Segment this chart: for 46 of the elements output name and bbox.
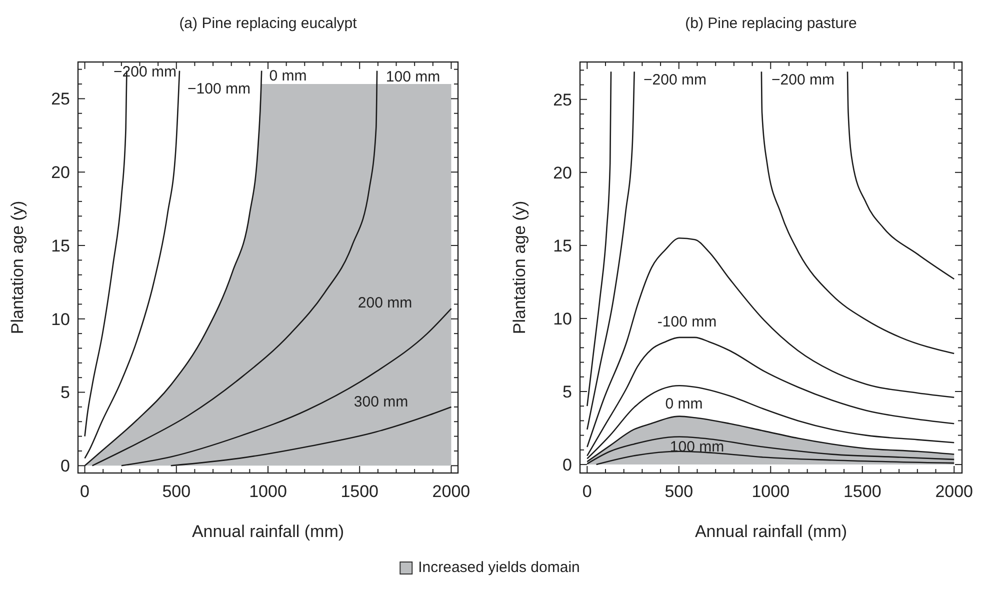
annotation: −200 mm [644, 71, 706, 88]
annotation: 100 mm [386, 68, 440, 86]
y-tick-label: 15 [553, 236, 572, 256]
y-tick-label: 25 [51, 90, 70, 109]
x-tick-label: 500 [162, 482, 191, 501]
x-tick-label: 1000 [752, 482, 790, 501]
y-tick-label: 15 [51, 236, 70, 256]
annotation: 100 mm [670, 438, 724, 456]
annotation: 200 mm [358, 294, 412, 312]
y-tick-label: 20 [553, 163, 572, 182]
chart-title: (a) Pine replacing eucalypt [179, 15, 358, 32]
line-series [586, 336, 955, 456]
x-tick-label: 0 [80, 482, 90, 501]
annotation: 0 mm [269, 67, 307, 84]
y-tick-label: 10 [51, 310, 70, 329]
y-tick-label: 0 [562, 455, 572, 474]
x-axis-title: Annual rainfall (mm) [694, 522, 848, 541]
y-tick-label: 20 [51, 163, 70, 182]
x-tick-label: 0 [582, 482, 592, 501]
annotation: −200 mm [772, 71, 834, 88]
line-series [760, 70, 955, 354]
annotation: 300 mm [354, 393, 408, 410]
y-tick-label: 5 [60, 383, 70, 402]
x-axis-title: Annual rainfall (mm) [192, 522, 344, 541]
y-tick-label: 0 [60, 456, 70, 476]
y-tick-label: 25 [553, 90, 572, 110]
line-series [846, 70, 955, 280]
annotation: −200 mm [114, 63, 176, 80]
line-series [120, 308, 452, 466]
line-series [586, 70, 635, 430]
x-tick-label: 2000 [935, 482, 974, 501]
text: Increased yields domain [418, 559, 580, 576]
annotation: -100 mm [657, 313, 717, 330]
x-tick-label: 1500 [340, 482, 379, 501]
x-tick-label: 1000 [249, 482, 287, 501]
y-axis-title: Plantation age (y) [510, 200, 529, 334]
y-tick-label: 5 [562, 382, 572, 402]
x-tick-label: 2000 [432, 482, 470, 501]
annotation: −100 mm [188, 80, 250, 98]
line-series [596, 450, 955, 466]
x-tick-label: 500 [664, 482, 694, 501]
x-tick-label: 1500 [843, 482, 882, 501]
y-tick-label: 10 [553, 309, 572, 328]
chart-title: (b) Pine replacing pasture [685, 15, 857, 32]
annotation: 0 mm [665, 395, 703, 412]
y-axis-title: Plantation age (y) [8, 200, 27, 334]
